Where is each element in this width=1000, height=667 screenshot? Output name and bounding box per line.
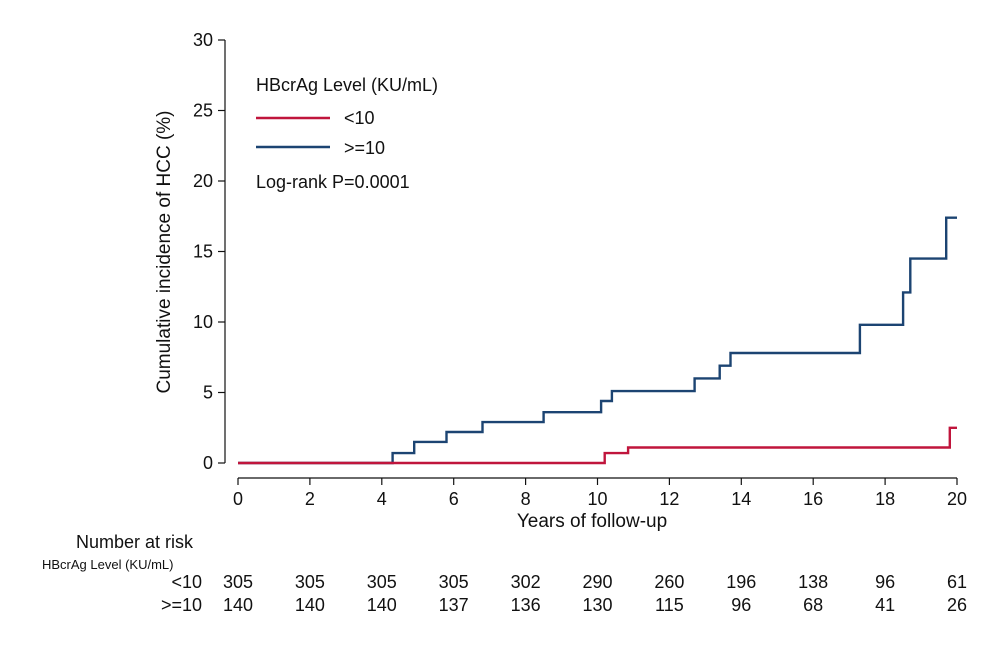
- risk-cell: 61: [946, 572, 968, 592]
- risk-cell: 138: [798, 572, 829, 592]
- x-tick-label: 4: [377, 489, 387, 509]
- risk-cell: 196: [726, 572, 757, 592]
- risk-table-title: Number at risk: [76, 532, 194, 552]
- risk-cell: 26: [946, 595, 968, 615]
- log-rank-annotation: Log-rank P=0.0001: [256, 172, 410, 192]
- risk-cell: 96: [731, 595, 752, 615]
- x-tick-label: 6: [449, 489, 459, 509]
- risk-row: >=10 140 140 140 137 136 130 115 96 68 41 26: [0, 595, 1000, 617]
- risk-cell: 140: [294, 595, 325, 615]
- risk-cell: 302: [510, 572, 541, 592]
- x-tick-label: 18: [875, 489, 895, 509]
- risk-cell: 140: [366, 595, 397, 615]
- x-tick-label: 10: [587, 489, 607, 509]
- risk-cell: 305: [438, 572, 469, 592]
- x-axis-label: Years of follow-up: [517, 511, 667, 532]
- risk-cell: 137: [438, 595, 469, 615]
- y-tick-label: 15: [193, 242, 213, 262]
- risk-cell: 260: [654, 572, 685, 592]
- x-tick-label: 0: [233, 489, 243, 509]
- x-tick-label: 20: [947, 489, 967, 509]
- risk-cell: 140: [222, 595, 254, 615]
- risk-cell: 41: [875, 595, 896, 615]
- x-tick-label: 8: [521, 489, 531, 509]
- risk-table-subtitle: HBcrAg Level (KU/mL): [42, 557, 174, 572]
- risk-row-label: >=10: [160, 595, 202, 615]
- series-layer: [238, 216, 957, 465]
- y-tick-label: 20: [193, 171, 213, 191]
- x-tick-label: 2: [305, 489, 315, 509]
- risk-cell: 290: [582, 572, 613, 592]
- risk-cell: 305: [294, 572, 325, 592]
- y-tick-label: 5: [203, 383, 213, 403]
- risk-cell: 305: [222, 572, 254, 592]
- y-tick-label: 10: [193, 312, 213, 332]
- risk-cell: 305: [366, 572, 397, 592]
- x-tick-label: 12: [659, 489, 679, 509]
- x-tick-label: 16: [803, 489, 823, 509]
- risk-row: <10 305 305 305 305 302 290 260 196 138 96 61: [0, 572, 1000, 594]
- y-tick-label: 0: [203, 453, 213, 473]
- x-tick-label: 14: [731, 489, 751, 509]
- axes: 0 5 10 15 20 25 30 0 2 4 6 8 10 12 14 16 18 20: [193, 30, 967, 509]
- legend-label-lt10: <10: [344, 108, 375, 128]
- legend-title: HBcrAg Level (KU/mL): [256, 75, 438, 95]
- risk-cell: 96: [875, 572, 896, 592]
- legend: HBcrAg Level (KU/mL) <10 >=10 Log-rank P…: [256, 75, 438, 192]
- risk-row-label: <10: [171, 572, 202, 592]
- legend-label-ge10: >=10: [344, 138, 385, 158]
- y-axis-label: Cumulative incidence of HCC (%): [154, 111, 175, 394]
- series-line-lt10: [238, 426, 957, 465]
- risk-cell: 136: [510, 595, 541, 615]
- y-tick-label: 25: [193, 101, 213, 121]
- risk-cell: 68: [803, 595, 824, 615]
- risk-cell: 115: [655, 595, 684, 615]
- risk-cell: 130: [582, 595, 613, 615]
- series-line-ge10: [238, 216, 957, 465]
- y-tick-label: 30: [193, 30, 213, 50]
